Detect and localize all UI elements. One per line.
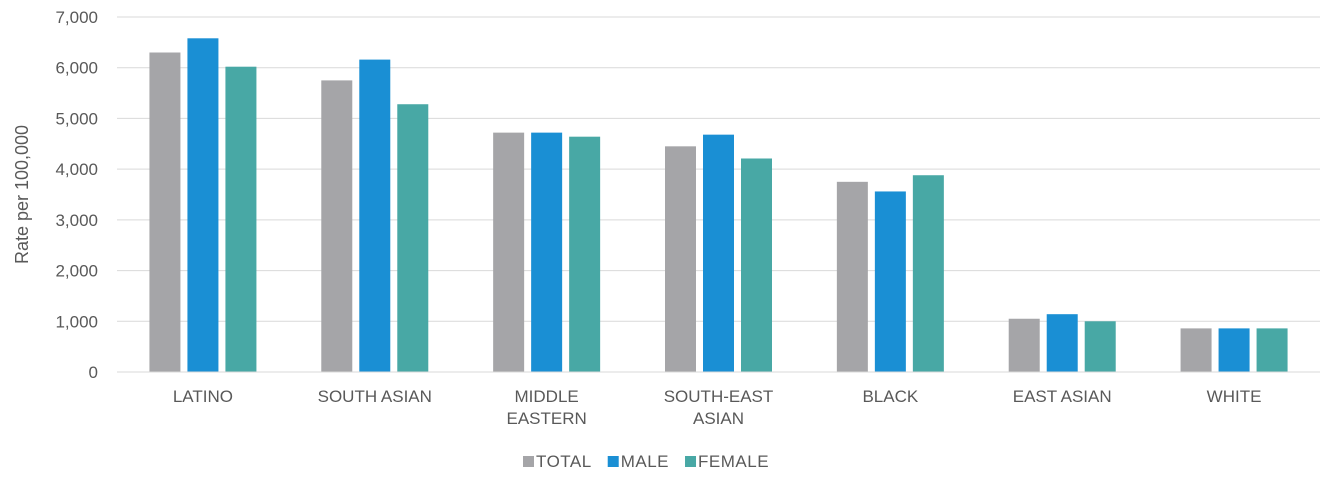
bar-total xyxy=(493,132,525,372)
bar-total xyxy=(836,181,868,372)
bar-female xyxy=(397,104,429,372)
legend-swatch-total xyxy=(523,456,534,467)
y-tick-label: 0 xyxy=(89,363,98,382)
bar-total xyxy=(149,52,181,372)
bar-female xyxy=(912,175,944,372)
bar-female xyxy=(1084,321,1116,372)
x-category-label: WHITE xyxy=(1207,387,1262,406)
legend-swatch-female xyxy=(685,456,697,467)
y-tick-label: 7,000 xyxy=(55,8,98,27)
y-tick-label: 4,000 xyxy=(55,160,98,179)
bar-male xyxy=(874,191,906,372)
bar-male xyxy=(359,59,391,372)
bar-total xyxy=(321,80,353,373)
x-category-label: BLACK xyxy=(862,387,918,406)
bar-total xyxy=(665,146,696,372)
y-tick-label: 2,000 xyxy=(55,262,98,281)
bar-total xyxy=(1180,328,1212,372)
bar-female xyxy=(1256,328,1288,372)
legend-label-male: MALE xyxy=(621,452,669,471)
bar-male xyxy=(187,38,219,373)
legend: TOTAL MALE FEMALE xyxy=(523,452,769,471)
y-tick-label: 6,000 xyxy=(55,59,98,78)
bar-female xyxy=(741,158,772,372)
y-tick-label: 3,000 xyxy=(55,211,98,230)
y-tick-label: 5,000 xyxy=(55,109,98,128)
bars xyxy=(149,38,1288,373)
x-category-label: EAST ASIAN xyxy=(1013,387,1112,406)
y-tick-label: 1,000 xyxy=(55,312,98,331)
bar-male xyxy=(703,134,734,372)
bar-male xyxy=(531,132,563,372)
x-axis-labels: LATINO SOUTH ASIAN MIDDLE EASTERN SOUTH-EAST… xyxy=(173,387,1262,428)
bar-male xyxy=(1046,314,1078,372)
y-axis-ticks: 0 1,000 2,000 3,000 4,000 5,000 6,000 7,000 xyxy=(55,8,98,382)
bar-female xyxy=(569,136,601,372)
bar-female xyxy=(225,66,257,372)
bar-total xyxy=(1008,318,1040,372)
y-axis-title: Rate per 100,000 xyxy=(12,125,32,264)
x-category-label: SOUTH-EAST ASIAN xyxy=(664,387,774,428)
legend-label-total: TOTAL xyxy=(536,452,592,471)
x-category-label: LATINO xyxy=(173,387,233,406)
x-category-label: SOUTH ASIAN xyxy=(318,387,432,406)
legend-swatch-male xyxy=(607,456,619,467)
x-category-label: MIDDLE EASTERN xyxy=(506,387,586,428)
bar-male xyxy=(1218,328,1250,372)
legend-label-female: FEMALE xyxy=(698,452,769,471)
